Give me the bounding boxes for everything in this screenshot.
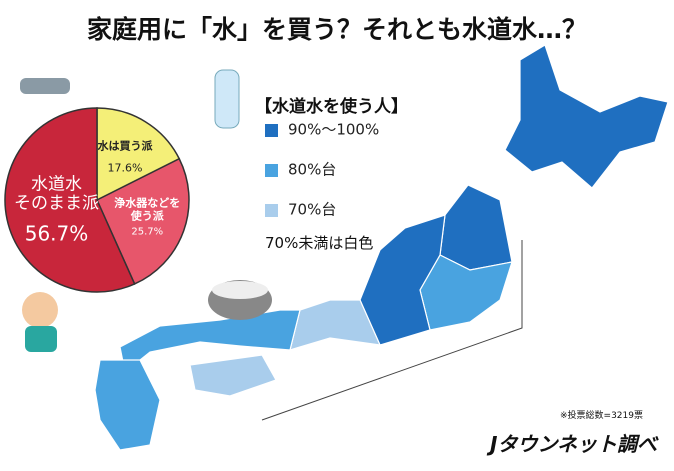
rice <box>212 281 268 299</box>
legend-swatch <box>265 124 278 137</box>
shikoku <box>189 354 277 397</box>
slice-label: 浄水器などを 使う派 <box>114 196 181 222</box>
slice-label: 水道水 そのまま派 <box>14 174 99 214</box>
legend-title: 【水道水を使う人】 <box>255 97 408 117</box>
kyushu <box>94 359 161 451</box>
faucet-icon <box>20 78 70 94</box>
value-label: 25.7% <box>131 226 164 238</box>
footer-note: ※投票総数=3219票 <box>560 411 643 421</box>
legend-label: 80%台 <box>288 160 337 179</box>
boy-icon <box>22 292 58 328</box>
slice-label: 水は買う派 <box>97 139 153 153</box>
legend-swatch <box>265 204 278 217</box>
value-label: 56.7% <box>24 221 89 246</box>
legend-note: 70%未満は白色 <box>265 234 374 252</box>
value-label: 17.6% <box>107 161 143 175</box>
hokkaido <box>504 44 669 189</box>
chart-title: 家庭用に「水」を買う？それとも水道水…？ <box>86 15 587 44</box>
legend-swatch <box>265 164 278 177</box>
legend-label: 70%台 <box>288 200 337 219</box>
icons <box>20 69 272 352</box>
tohoku <box>439 184 513 271</box>
pie-slice <box>96 107 181 202</box>
inset-line <box>261 240 523 421</box>
source: Jタウンネット調べ <box>490 432 658 456</box>
legend-label: 90%〜100% <box>288 120 380 139</box>
japan-map <box>94 44 669 451</box>
bottle-icon <box>214 69 240 129</box>
boy-shirt <box>25 326 57 352</box>
pie-slice <box>96 157 190 285</box>
pie-slice <box>4 107 136 293</box>
